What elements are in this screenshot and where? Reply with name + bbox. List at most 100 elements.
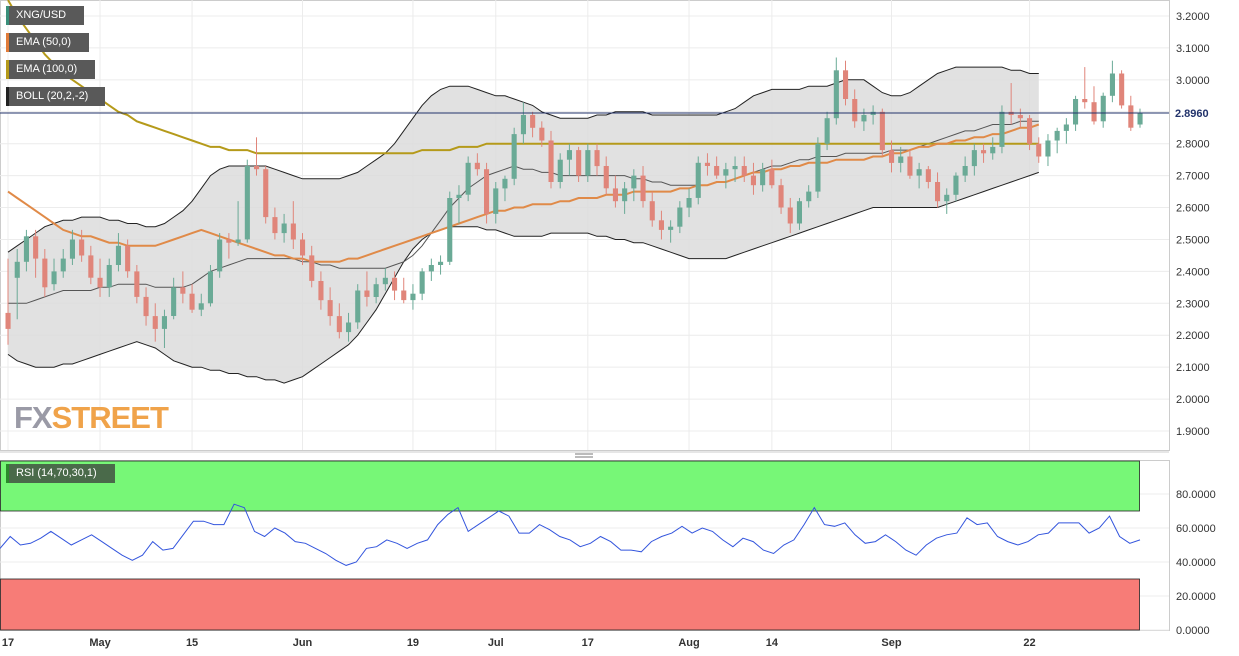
candle-body bbox=[557, 159, 563, 182]
candle bbox=[198, 293, 204, 317]
candle-body bbox=[143, 296, 149, 317]
legend-rsi[interactable]: RSI (14,70,30,1) bbox=[6, 464, 115, 483]
candle-body bbox=[631, 175, 637, 189]
candle-body bbox=[244, 166, 250, 240]
legend-boll[interactable]: BOLL (20,2,-2) bbox=[6, 87, 105, 106]
candle bbox=[603, 156, 609, 195]
time-axis: 17 May 15 Jun 19 Jul 17 Aug 14 Sep 22 bbox=[2, 637, 1036, 649]
candle bbox=[1045, 134, 1051, 167]
candle-body bbox=[1109, 73, 1115, 96]
candle-body bbox=[677, 207, 683, 227]
candle-body bbox=[309, 255, 315, 281]
candle bbox=[898, 146, 904, 173]
candle-body bbox=[566, 150, 572, 160]
candle-body bbox=[1128, 105, 1134, 128]
time-tick-label: Jul bbox=[488, 637, 504, 649]
candle-body bbox=[769, 169, 775, 186]
candle-body bbox=[640, 175, 646, 202]
candle bbox=[125, 239, 131, 278]
candle-body bbox=[741, 166, 747, 176]
candle bbox=[695, 156, 701, 205]
candle-body bbox=[318, 281, 324, 301]
candle bbox=[419, 268, 425, 301]
candle bbox=[658, 210, 664, 240]
price-axis: 3.2000 3.1000 3.0000 2.8000 2.7000 2.6000 2.50… bbox=[0, 11, 1210, 458]
candle bbox=[438, 255, 444, 275]
time-tick-label: 19 bbox=[407, 637, 419, 649]
candle-body bbox=[1073, 99, 1079, 125]
price-tick-label: 1.9000 bbox=[1176, 426, 1210, 438]
candle bbox=[336, 303, 342, 339]
candle bbox=[704, 153, 710, 176]
rsi-line bbox=[0, 503, 1141, 566]
candle-body bbox=[392, 277, 398, 291]
candle-body bbox=[622, 188, 628, 202]
rsi-tick-label: 20.0000 bbox=[1176, 591, 1216, 603]
candle bbox=[355, 284, 361, 329]
price-tick-label: 3.0000 bbox=[1176, 75, 1210, 87]
legend-label: EMA (50,0) bbox=[16, 36, 72, 48]
legend-label: XNG/USD bbox=[16, 9, 67, 21]
candle-body bbox=[60, 258, 66, 272]
legend-ema100[interactable]: EMA (100,0) bbox=[6, 60, 95, 79]
candle bbox=[171, 277, 177, 320]
candle-body bbox=[51, 271, 57, 285]
candle-body bbox=[815, 143, 821, 192]
candle-body bbox=[990, 146, 996, 154]
current-price-label: 2.8960 bbox=[1175, 108, 1209, 120]
bollinger-fill bbox=[8, 67, 1039, 384]
candle-body bbox=[33, 236, 39, 259]
candle bbox=[152, 303, 158, 342]
candle bbox=[622, 182, 628, 214]
candle-body bbox=[382, 277, 388, 285]
candle bbox=[1109, 60, 1115, 103]
candle bbox=[493, 182, 499, 224]
candle-body bbox=[327, 300, 333, 317]
candle-body bbox=[603, 166, 609, 189]
candle bbox=[1036, 137, 1042, 163]
fxstreet-logo: FXSTREET bbox=[14, 400, 169, 435]
candle bbox=[465, 156, 471, 202]
candle-body bbox=[290, 223, 296, 240]
candle-body bbox=[520, 115, 526, 135]
candle bbox=[1137, 108, 1143, 128]
candle bbox=[889, 140, 895, 173]
candle-body bbox=[981, 150, 987, 154]
candle bbox=[879, 108, 885, 157]
legend-xngusd[interactable]: XNG/USD bbox=[6, 6, 84, 25]
candle bbox=[134, 265, 140, 304]
candle-body bbox=[539, 127, 545, 141]
candle-body bbox=[5, 312, 11, 329]
candle bbox=[520, 102, 526, 144]
time-tick-label: 17 bbox=[2, 637, 14, 649]
candle bbox=[631, 169, 637, 202]
candle bbox=[281, 213, 287, 243]
candle bbox=[1091, 86, 1097, 125]
candle-body bbox=[658, 220, 664, 230]
candle bbox=[97, 258, 103, 297]
candle bbox=[69, 229, 75, 265]
candle bbox=[456, 185, 462, 224]
price-tick-label: 3.1000 bbox=[1176, 43, 1210, 55]
legend-label: EMA (100,0) bbox=[16, 63, 78, 75]
candle-body bbox=[649, 201, 655, 221]
candle bbox=[677, 201, 683, 234]
candle bbox=[235, 201, 241, 246]
time-tick-label: 15 bbox=[186, 637, 198, 649]
candle bbox=[576, 146, 582, 182]
candle-body bbox=[1063, 124, 1069, 131]
price-tick-label: 2.1000 bbox=[1176, 362, 1210, 374]
candle-body bbox=[585, 150, 591, 176]
candle-body bbox=[833, 70, 839, 119]
price-tick-label: 2.0000 bbox=[1176, 394, 1210, 406]
legend-swatch bbox=[6, 87, 9, 106]
ema50-line bbox=[7, 123, 1040, 263]
candle-body bbox=[861, 115, 867, 122]
candle bbox=[373, 277, 379, 304]
legend-swatch bbox=[6, 6, 9, 25]
legend-ema50[interactable]: EMA (50,0) bbox=[6, 33, 89, 52]
candle bbox=[668, 220, 674, 243]
candle-body bbox=[1091, 102, 1097, 122]
candle-body bbox=[907, 156, 913, 176]
candle-body bbox=[171, 287, 177, 316]
